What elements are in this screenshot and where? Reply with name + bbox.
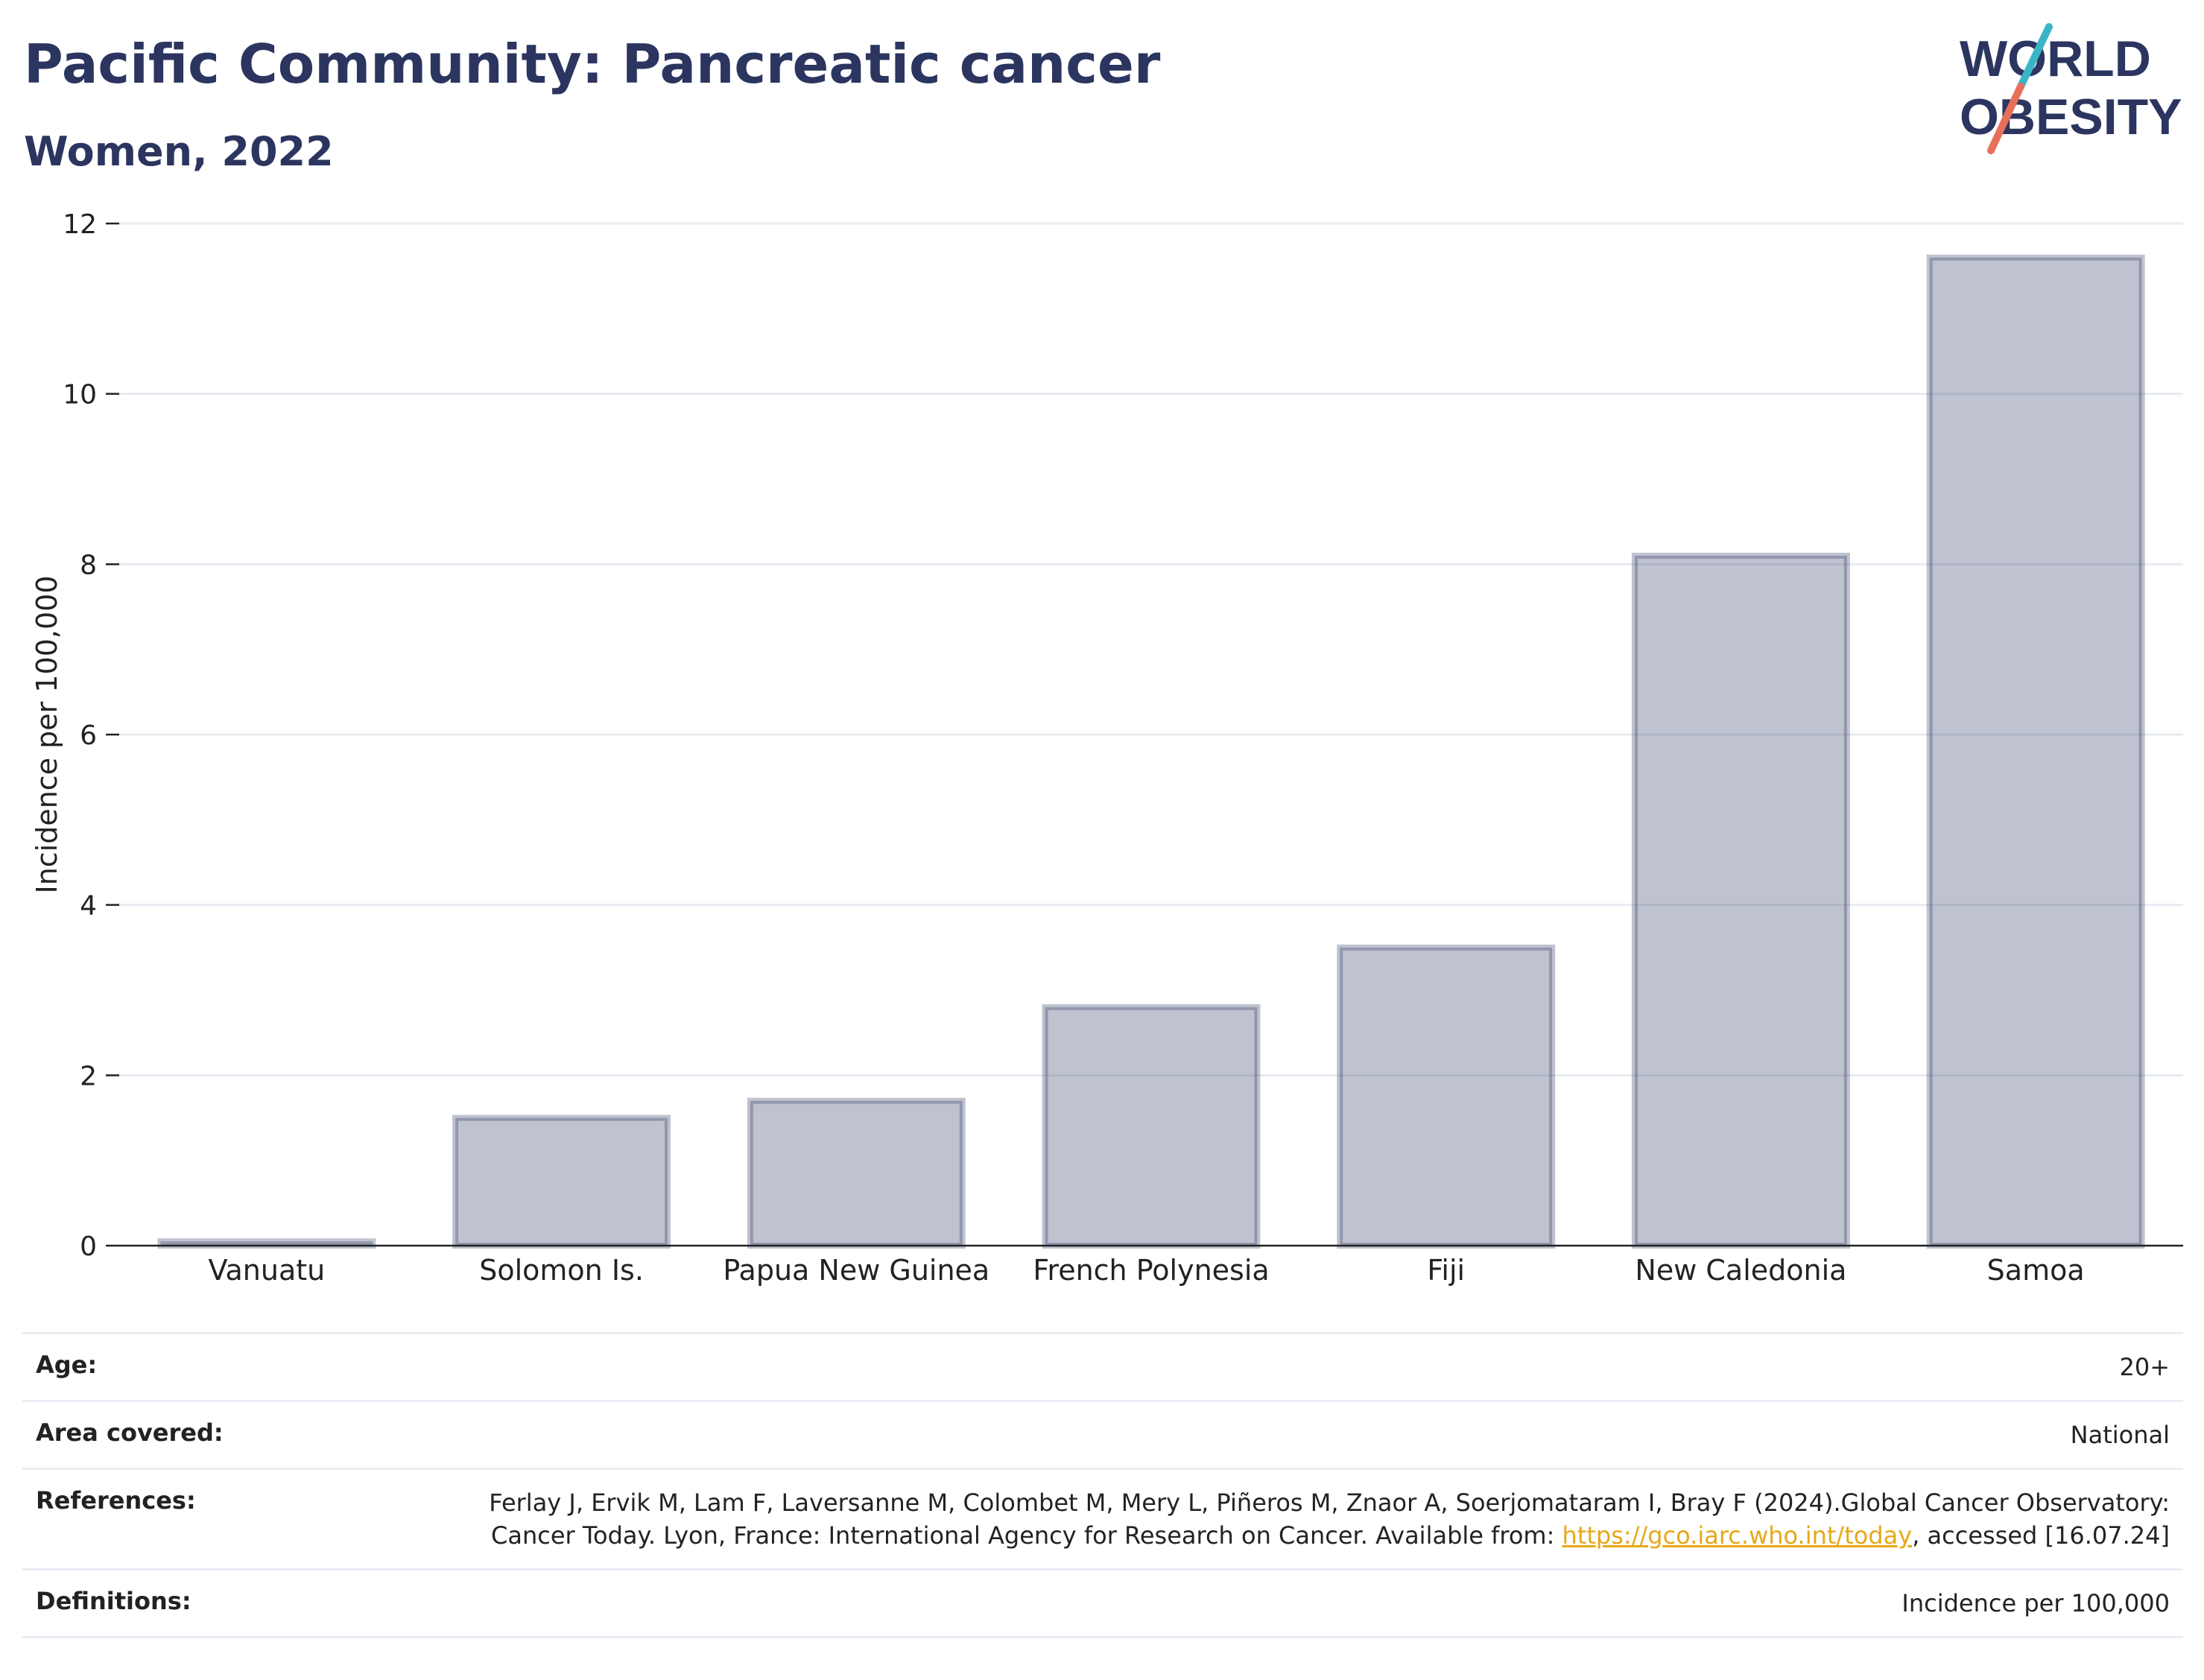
- bar-solomon-is: [452, 1115, 671, 1249]
- y-tick-label: 6: [80, 720, 97, 751]
- metadata-table: Age: 20+ Area covered: National Referenc…: [22, 1332, 2183, 1638]
- references-link[interactable]: https://gco.iarc.who.int/today: [1562, 1521, 1913, 1550]
- y-axis-label: Incidence per 100,000: [31, 575, 63, 893]
- meta-row-references: References: Ferlay J, Ervik M, Lam F, La…: [22, 1468, 2183, 1568]
- y-tick-label: 0: [80, 1232, 97, 1262]
- y-tick-label: 12: [63, 209, 97, 240]
- references-text: Ferlay J, Ervik M, Lam F, Laversanne M, …: [489, 1489, 2170, 1550]
- x-axis-ticks: Vanuatu Solomon Is. Papua New Guinea French…: [208, 1254, 2084, 1287]
- y-tick-label: 4: [80, 891, 97, 922]
- references-label: References:: [36, 1486, 196, 1515]
- bars: [157, 254, 2145, 1249]
- references-text-end: , accessed [16.07.24]: [1912, 1521, 2170, 1550]
- definitions-label: Definitions:: [36, 1587, 191, 1615]
- x-tick-label: Papua New Guinea: [723, 1254, 989, 1287]
- definitions-value: Incidence per 100,000: [1901, 1589, 2170, 1617]
- area-label: Area covered:: [36, 1419, 224, 1447]
- area-value: National: [2070, 1421, 2170, 1449]
- chart-subtitle: Women, 2022: [24, 128, 334, 175]
- x-tick-label: Samoa: [1987, 1254, 2085, 1287]
- bar-fiji: [1337, 944, 1556, 1249]
- bar-chart: 0 2 4 6 8 10 12 Vanuatu Solomon Is. Papua New Gu…: [31, 209, 2183, 1287]
- y-tick-label: 8: [80, 550, 97, 580]
- x-tick-label: French Polynesia: [1033, 1254, 1269, 1287]
- references-value: Ferlay J, Ervik M, Lam F, Laversanne M, …: [419, 1486, 2170, 1552]
- svg-text:WORLD: WORLD: [1960, 31, 2151, 87]
- x-tick-label: New Caledonia: [1635, 1254, 1846, 1287]
- meta-row-area: Area covered: National: [22, 1400, 2183, 1468]
- bar-french-polynesia: [1042, 1004, 1261, 1249]
- bar-samoa: [1926, 254, 2145, 1249]
- age-value: 20+: [2119, 1353, 2170, 1381]
- y-tick-label: 10: [63, 380, 97, 411]
- meta-row-definitions: Definitions: Incidence per 100,000: [22, 1568, 2183, 1638]
- world-obesity-logo: WORLD OBESITY: [1960, 23, 2182, 154]
- x-tick-label: Fiji: [1427, 1254, 1465, 1287]
- y-tick-label: 2: [80, 1061, 97, 1091]
- svg-text:OBESITY: OBESITY: [1960, 89, 2182, 145]
- age-label: Age:: [36, 1351, 98, 1379]
- x-tick-label: Vanuatu: [208, 1254, 325, 1287]
- bar-papua-new-guinea: [747, 1097, 966, 1249]
- y-axis-ticks: 0 2 4 6 8 10 12: [63, 209, 119, 1262]
- gridlines: [119, 222, 2183, 1077]
- chart-title: Pacific Community: Pancreatic cancer: [24, 33, 1161, 95]
- x-tick-label: Solomon Is.: [479, 1254, 644, 1287]
- bar-new-caledonia: [1631, 552, 1850, 1249]
- meta-row-age: Age: 20+: [22, 1332, 2183, 1400]
